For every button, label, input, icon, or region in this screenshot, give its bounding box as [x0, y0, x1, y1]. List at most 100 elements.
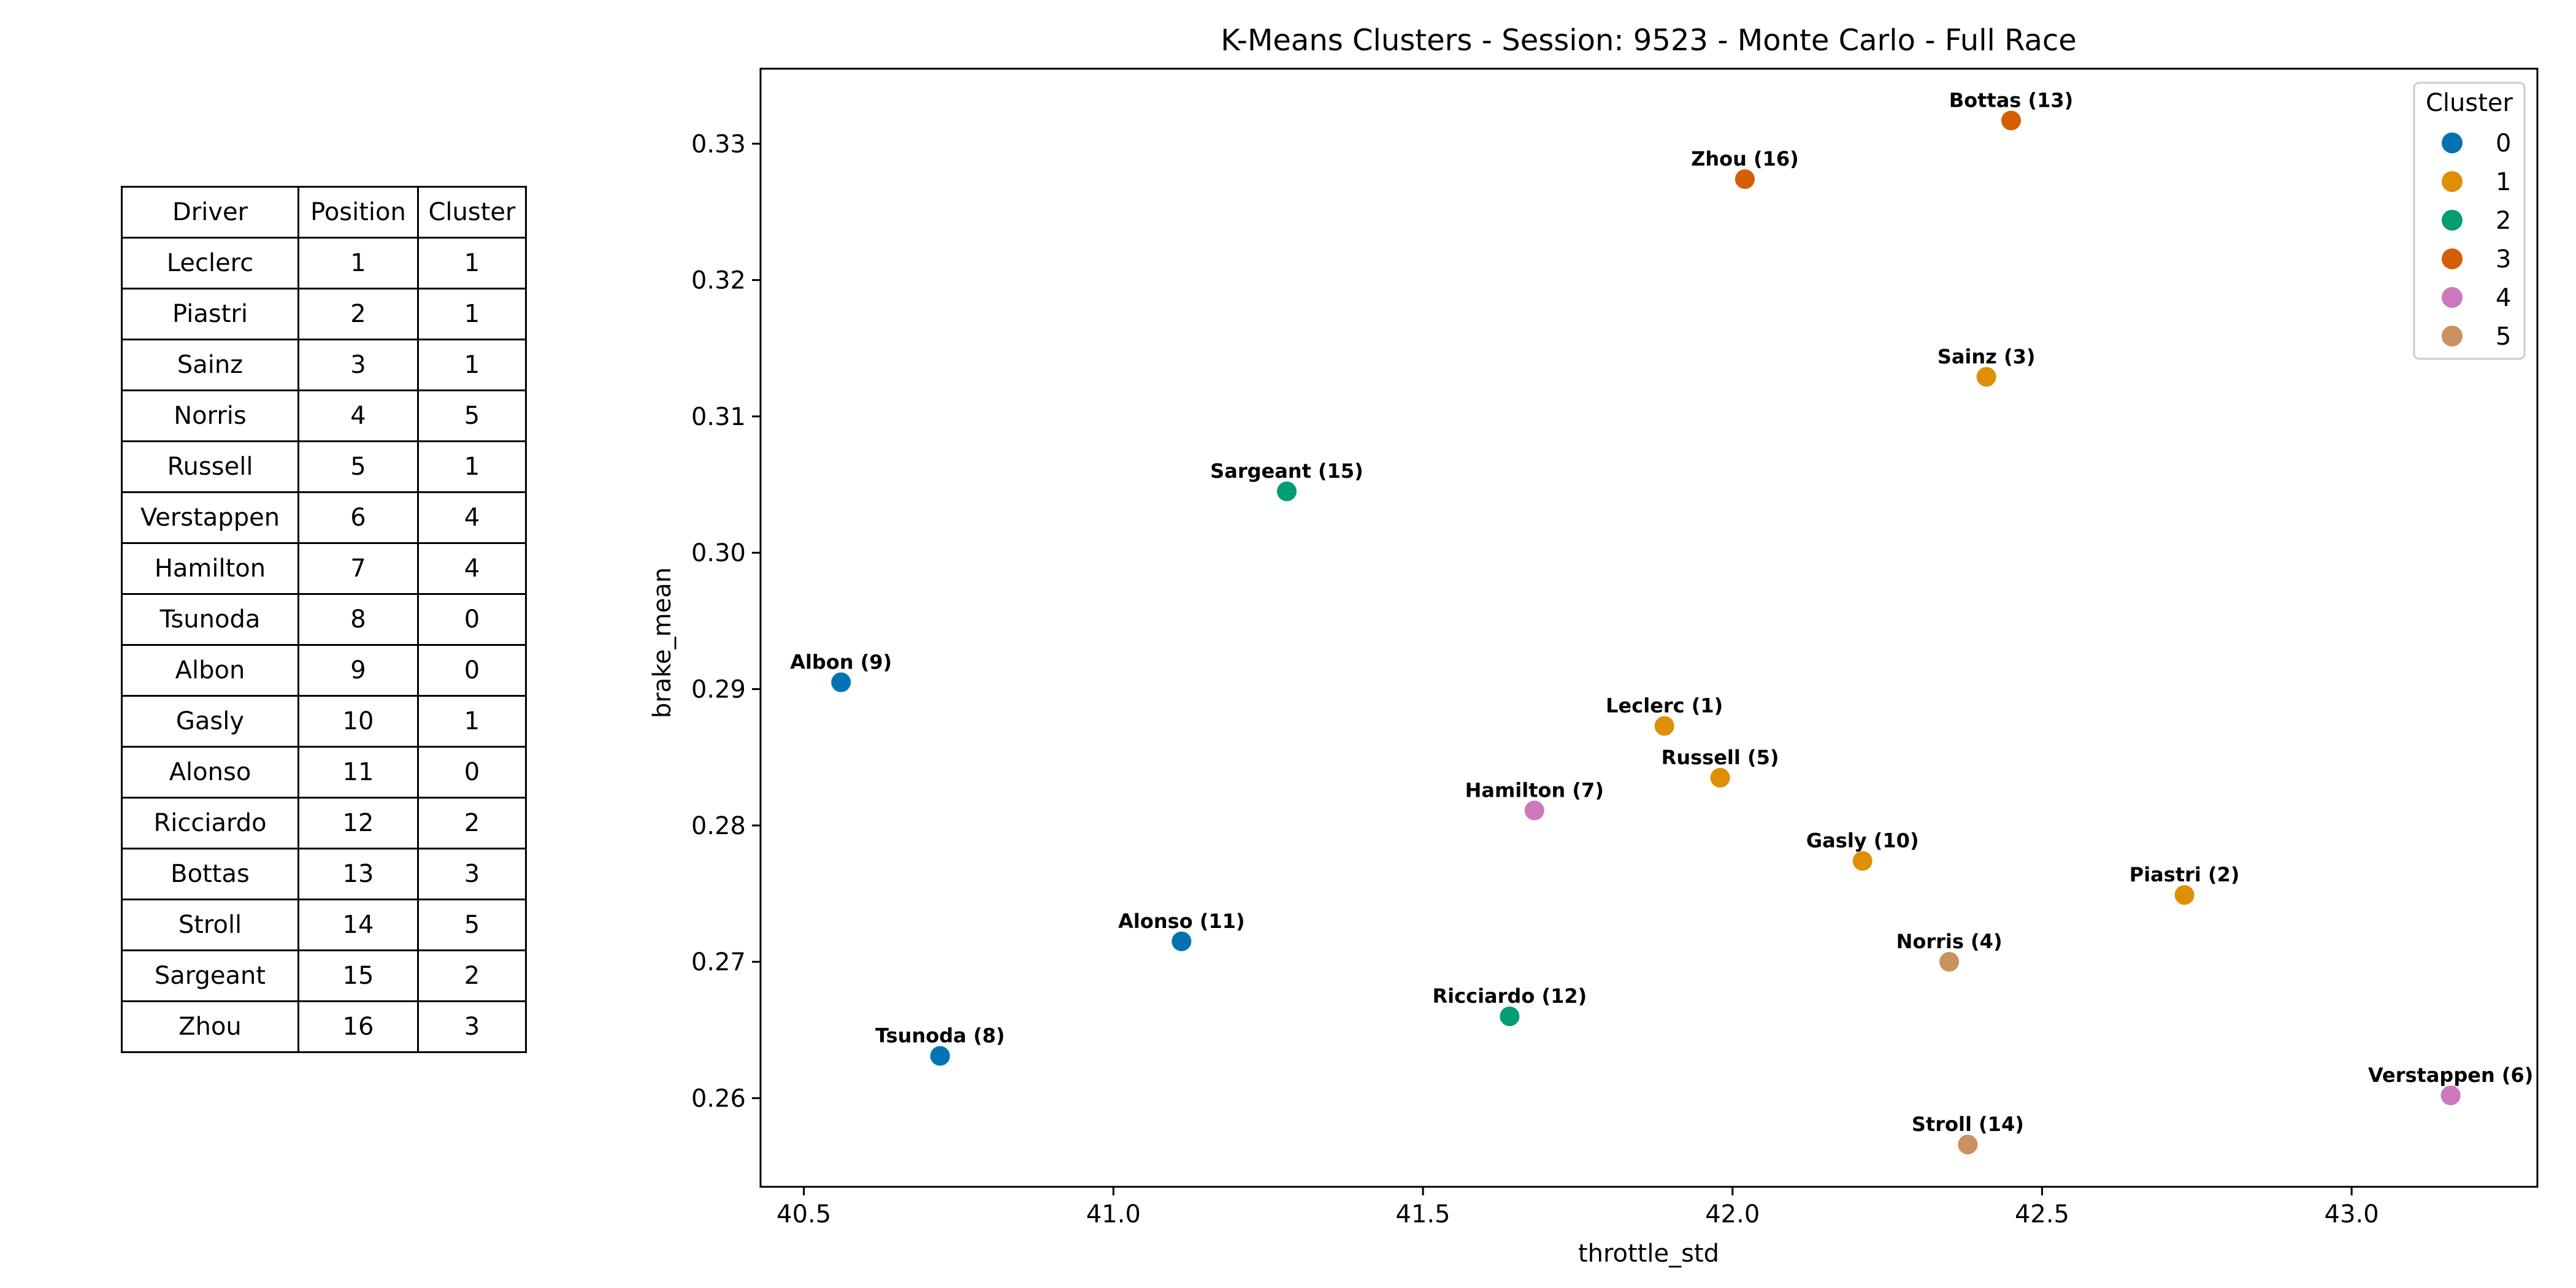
table-row: Tsunoda 8 0 — [121, 593, 527, 646]
cell-driver: Russell — [121, 440, 299, 493]
table-header-row: Driver Position Cluster — [121, 186, 527, 239]
data-point — [2000, 109, 2023, 132]
legend-label: 2 — [2496, 207, 2511, 235]
y-tick-label: 0.26 — [691, 1084, 746, 1113]
cell-cluster: 3 — [417, 848, 527, 900]
data-point — [1170, 930, 1193, 953]
axes-ticks: 40.5 41.0 41.5 42.0 42.5 43.0 0.26 0.27 0.28 0.29… — [691, 130, 2379, 1229]
cell-position: 15 — [297, 949, 419, 1002]
table-row: Norris 4 5 — [121, 389, 527, 442]
legend-box — [2413, 82, 2526, 360]
cell-cluster: 2 — [417, 949, 527, 1002]
data-point — [1275, 480, 1298, 503]
data-point — [1975, 366, 1998, 388]
table-row: Stroll 14 5 — [121, 899, 527, 951]
legend-label: 3 — [2496, 245, 2511, 274]
cell-position: 6 — [297, 491, 419, 544]
point-labels-layer: Leclerc (1) Piastri (2) Sainz (3) Norris (4… — [790, 88, 2533, 1136]
point-label: Sainz (3) — [1938, 345, 2036, 368]
y-tick-label: 0.30 — [691, 539, 746, 567]
data-point — [2173, 884, 2196, 907]
table-row: Gasly 10 1 — [121, 695, 527, 748]
point-label: Alonso (11) — [1118, 910, 1244, 933]
cell-driver: Verstappen — [121, 491, 299, 544]
point-label: Norris (4) — [1896, 930, 2003, 953]
legend-marker — [2442, 326, 2463, 347]
point-label: Hamilton (7) — [1465, 778, 1604, 802]
cell-cluster: 1 — [417, 695, 527, 748]
cell-driver: Sainz — [121, 339, 299, 391]
data-point — [2439, 1084, 2462, 1107]
cell-position: 10 — [297, 695, 419, 748]
header-driver: Driver — [121, 186, 299, 239]
driver-table-container: Driver Position Cluster Leclerc 1 1 Piastri… — [121, 186, 527, 1053]
data-point — [929, 1045, 951, 1067]
point-label: Russell (5) — [1662, 746, 1779, 769]
point-label: Piastri (2) — [2129, 863, 2240, 886]
cell-driver: Tsunoda — [121, 593, 299, 646]
point-label: Bottas (13) — [1949, 88, 2074, 112]
y-tick-label: 0.32 — [691, 267, 746, 295]
legend-marker — [2442, 287, 2463, 308]
cell-position: 8 — [297, 593, 419, 646]
data-point — [1523, 799, 1546, 822]
chart-title: K-Means Clusters - Session: 9523 - Monte… — [1221, 23, 2077, 58]
legend-label: 0 — [2496, 129, 2511, 158]
y-tick-label: 0.27 — [691, 948, 746, 976]
x-tick-label: 41.0 — [1086, 1200, 1141, 1229]
legend-title: Cluster — [2426, 89, 2513, 117]
y-tick-label: 0.29 — [691, 676, 746, 704]
cell-driver: Leclerc — [121, 237, 299, 289]
data-point — [1938, 951, 1961, 973]
table-row: Zhou 16 3 — [121, 1000, 527, 1053]
legend-label: 5 — [2496, 323, 2511, 351]
table-row: Leclerc 1 1 — [121, 237, 527, 289]
table-row: Hamilton 7 4 — [121, 542, 527, 595]
table-body: Leclerc 1 1 Piastri 2 1 Sainz 3 1 Norris 4 5 Russell… — [121, 237, 527, 1053]
legend-marker — [2442, 132, 2463, 153]
legend-label: 4 — [2496, 284, 2511, 312]
points-layer — [830, 109, 2462, 1156]
cell-position: 7 — [297, 542, 419, 595]
cell-cluster: 0 — [417, 746, 527, 799]
cell-driver: Piastri — [121, 288, 299, 340]
point-label: Gasly (10) — [1806, 829, 1919, 853]
point-label: Albon (9) — [790, 650, 892, 673]
cell-cluster: 3 — [417, 1000, 527, 1053]
cell-position: 3 — [297, 339, 419, 391]
cell-driver: Gasly — [121, 695, 299, 748]
data-point — [1709, 767, 1731, 789]
cell-cluster: 1 — [417, 237, 527, 289]
cell-position: 14 — [297, 899, 419, 951]
point-label: Verstappen (6) — [2368, 1064, 2533, 1087]
data-point — [1498, 1005, 1521, 1028]
table-row: Verstappen 6 4 — [121, 491, 527, 544]
cell-driver: Ricciardo — [121, 797, 299, 849]
cell-cluster: 0 — [417, 593, 527, 646]
cell-position: 4 — [297, 389, 419, 442]
cell-position: 9 — [297, 644, 419, 697]
cell-driver: Stroll — [121, 899, 299, 951]
cell-driver: Zhou — [121, 1000, 299, 1053]
cell-driver: Norris — [121, 389, 299, 442]
cell-position: 1 — [297, 237, 419, 289]
table-row: Russell 5 1 — [121, 440, 527, 493]
cell-position: 2 — [297, 288, 419, 340]
header-cluster: Cluster — [417, 186, 527, 239]
cell-cluster: 1 — [417, 339, 527, 391]
data-point — [1851, 849, 1874, 872]
driver-table: Driver Position Cluster Leclerc 1 1 Piastri… — [121, 186, 527, 1053]
x-axis-label: throttle_std — [1578, 1240, 1719, 1268]
legend-marker — [2442, 171, 2463, 192]
x-tick-label: 42.5 — [2015, 1200, 2069, 1229]
plot-frame — [759, 67, 2539, 1188]
cell-driver: Hamilton — [121, 542, 299, 595]
cell-driver: Alonso — [121, 746, 299, 799]
point-label: Sargeant (15) — [1210, 459, 1363, 483]
cell-cluster: 5 — [417, 389, 527, 442]
cell-cluster: 0 — [417, 644, 527, 697]
data-point — [1653, 715, 1676, 737]
cell-position: 16 — [297, 1000, 419, 1053]
header-position: Position — [297, 186, 419, 239]
